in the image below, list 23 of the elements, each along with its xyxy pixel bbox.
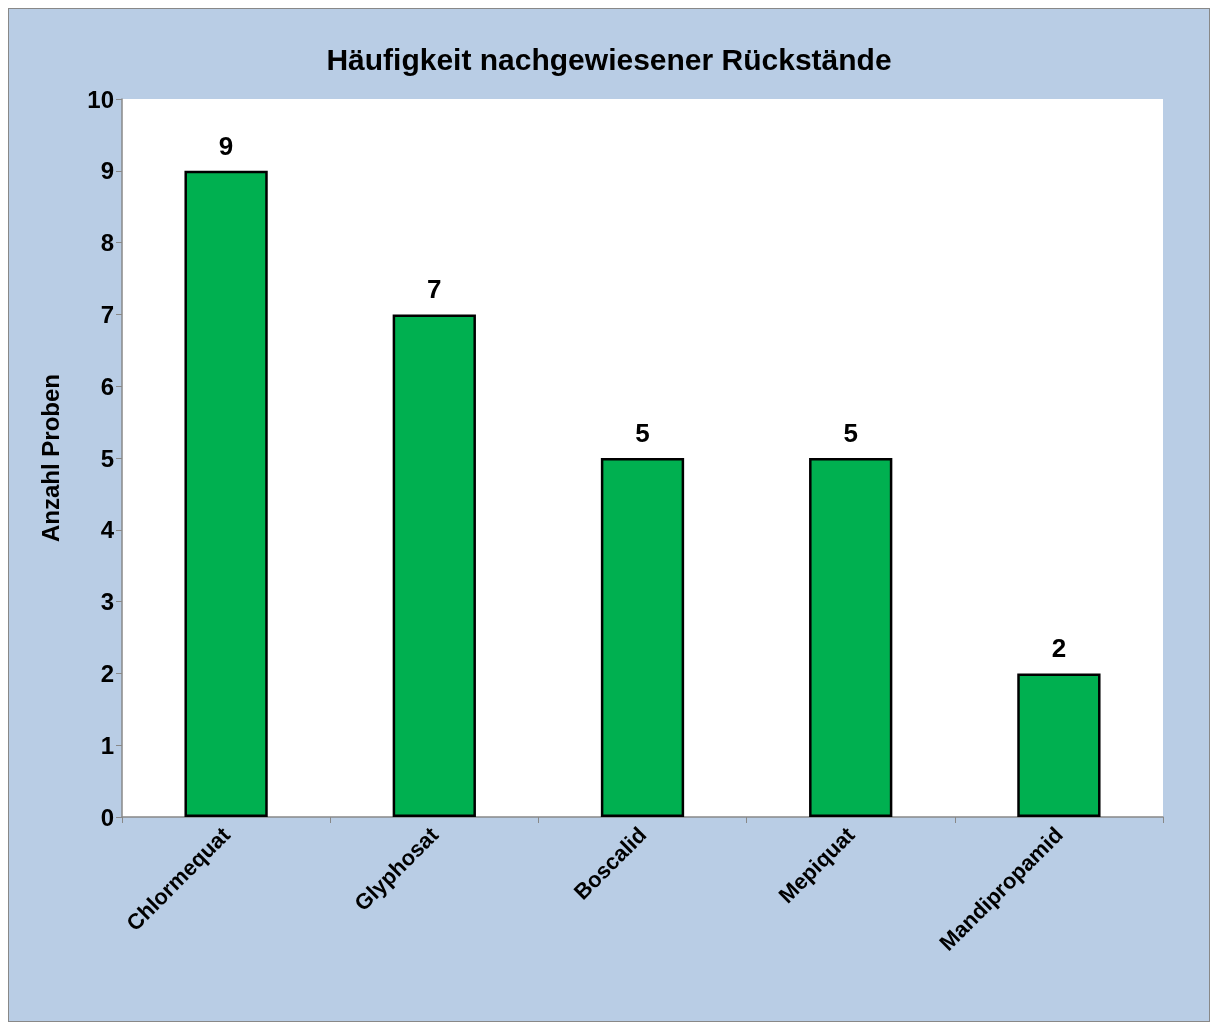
data-label: 2 bbox=[1051, 633, 1067, 664]
y-tick-label: 3 bbox=[100, 588, 114, 616]
y-axis-title: Anzahl Proben bbox=[36, 373, 64, 543]
data-label: 7 bbox=[427, 274, 442, 305]
y-tick-label: 7 bbox=[100, 300, 114, 328]
y-tick-label: 5 bbox=[100, 444, 114, 472]
data-label: 5 bbox=[635, 418, 650, 448]
bar bbox=[392, 314, 476, 817]
bar bbox=[184, 170, 268, 817]
y-tick-label: 8 bbox=[100, 229, 114, 257]
bar bbox=[809, 458, 893, 817]
chart-title: Häufigkeit nachgewiesener Rückstände bbox=[326, 42, 892, 76]
y-tick-label: 2 bbox=[100, 659, 114, 687]
bar bbox=[600, 458, 685, 817]
bar bbox=[1017, 673, 1101, 817]
y-tick-label: 9 bbox=[100, 157, 114, 185]
y-tick-label: 4 bbox=[100, 516, 115, 544]
y-tick-label: 6 bbox=[100, 372, 114, 400]
y-tick-label: 10 bbox=[87, 85, 114, 113]
y-tick-label: 1 bbox=[100, 731, 114, 759]
data-label: 5 bbox=[843, 418, 858, 448]
data-label: 9 bbox=[218, 130, 234, 161]
y-tick-label: 0 bbox=[100, 803, 114, 831]
